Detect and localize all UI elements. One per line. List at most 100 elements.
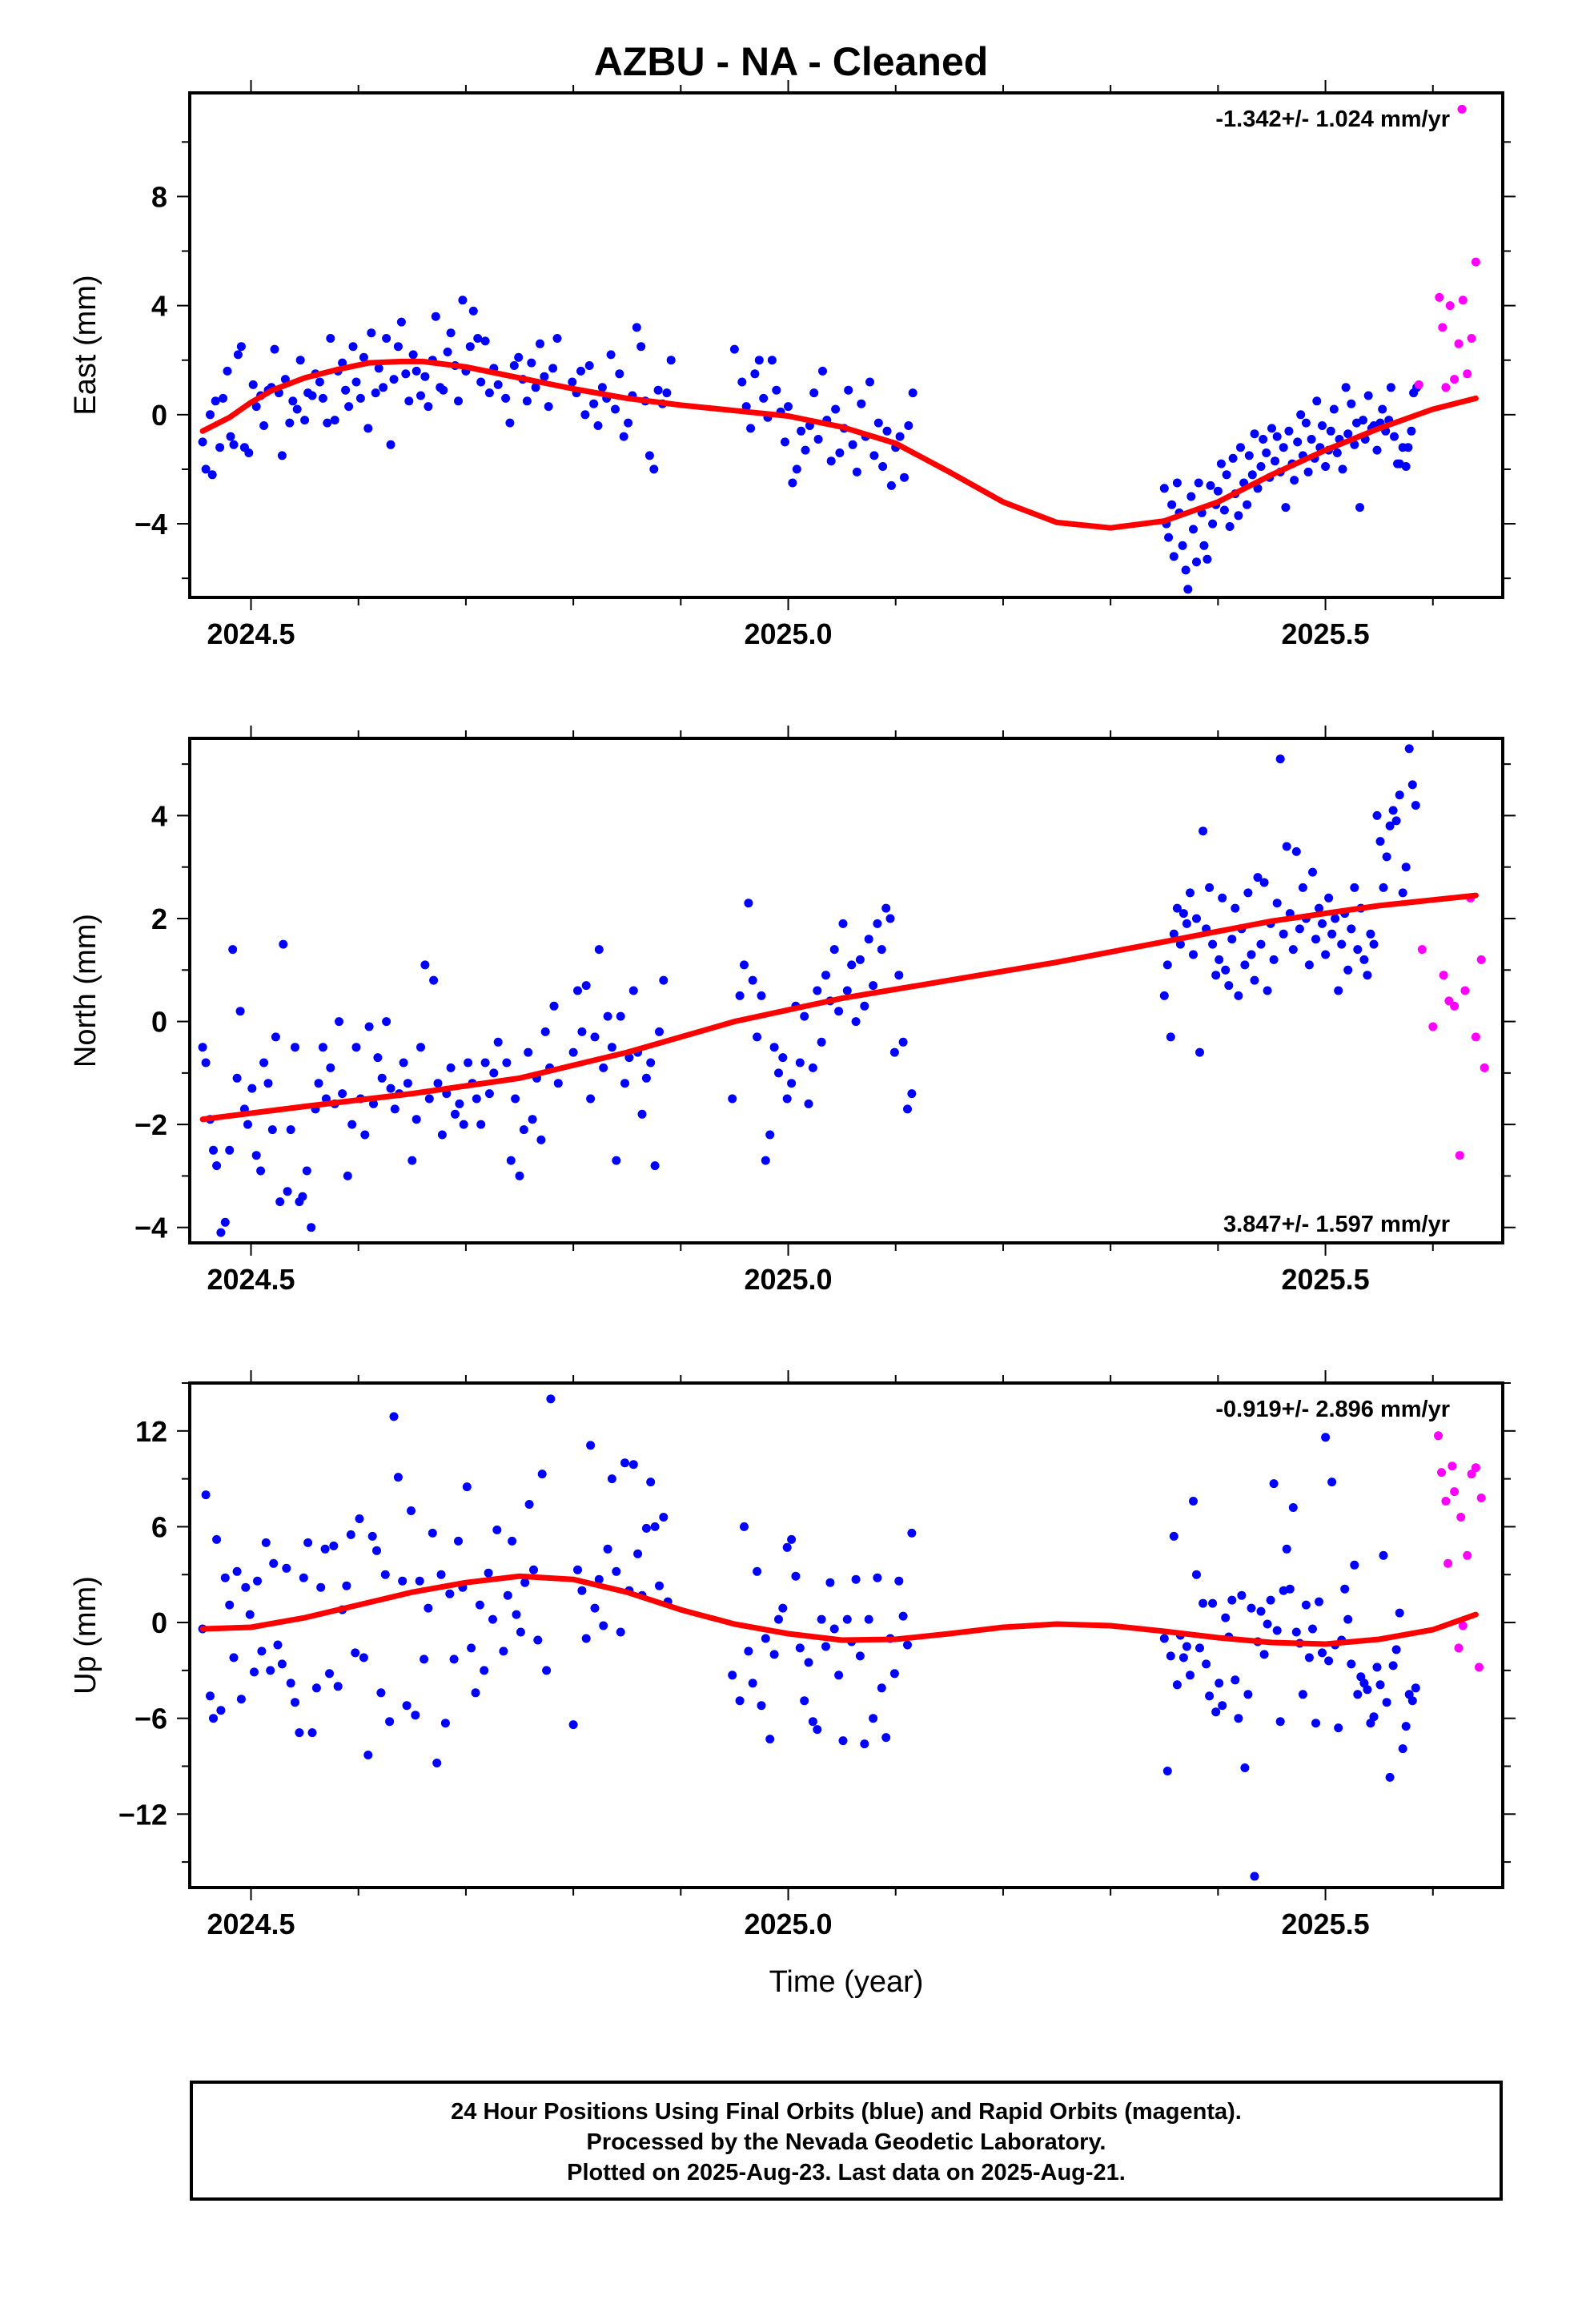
up-final-point [282,1563,291,1573]
up-final-point [607,1474,616,1484]
east-final-point [348,342,358,352]
up-final-point [372,1546,381,1555]
up-rapid-point [1458,1621,1468,1630]
up-final-point [1172,1680,1182,1690]
north-rapid-point [1455,1151,1464,1160]
north-final-point [553,1079,563,1088]
up-final-point [325,1669,334,1679]
up-final-point [1205,1691,1215,1701]
north-final-point [515,1171,524,1180]
up-final-point [907,1528,917,1538]
north-final-point [1256,939,1266,949]
east-final-point [443,348,452,356]
east-final-point [1363,391,1373,400]
north-final-point [1215,955,1224,964]
up-final-point [1221,1613,1231,1622]
north-final-point [251,1151,261,1160]
north-final-point [616,1011,625,1021]
up-rapid-point [1454,1643,1464,1653]
north-final-point [524,1047,533,1057]
east-final-point [1359,416,1367,425]
footer-line-plot-date: Plotted on 2025-Aug-23. Last data on 202… [567,2160,1126,2185]
north-final-point [1205,883,1215,892]
up-final-point [748,1679,757,1688]
up-final-point [216,1706,226,1715]
up-final-point [774,1614,783,1624]
up-final-point [1282,1544,1291,1554]
east-final-point [831,404,841,414]
east-final-point [848,440,857,449]
east-final-point [1225,522,1235,531]
north-final-point [603,1011,612,1021]
east-final-point [1259,435,1268,444]
north-final-point [1401,862,1411,872]
north-final-point [382,1017,391,1027]
up-final-point [740,1522,749,1531]
north-final-point [279,939,288,949]
up-final-point [834,1671,844,1680]
east-final-point [619,432,628,441]
east-final-point [882,426,892,436]
east-final-point [386,440,396,449]
east-final-point [468,306,478,316]
east-final-point [351,377,361,387]
up-final-point [1211,1707,1221,1717]
up-plot-area [198,1394,1486,1881]
north-final-point [1388,806,1398,815]
up-final-point [1166,1651,1175,1661]
north-final-point [757,991,766,1000]
east-final-point [772,385,781,395]
up-final-point [1218,1701,1227,1711]
up-final-point [590,1603,600,1613]
east-final-point [1192,557,1201,567]
north-rapid-point [1450,1001,1460,1011]
east-final-point [1186,492,1196,501]
north-final-point [536,1135,546,1144]
north-final-point [286,1125,295,1135]
north-final-point [326,1063,335,1072]
footer-legend-box: 24 Hour Positions Using Final Orbits (bl… [190,2081,1503,2201]
east-final-point [1164,533,1174,542]
east-final-point [1183,585,1193,594]
north-final-point [894,971,904,980]
north-final-point [829,945,839,955]
north-final-point [1186,888,1195,898]
north-final-point [1318,919,1327,928]
north-final-point [343,1171,352,1180]
east-final-point [1350,440,1359,449]
north-rate-label: 3.847+/- 1.597 mm/yr [1223,1212,1450,1237]
up-final-point [1343,1614,1353,1624]
north-final-point [1275,754,1285,764]
north-final-point [472,1094,481,1104]
east-final-point [1181,565,1191,575]
up-final-point [1256,1606,1266,1616]
up-final-point [581,1634,591,1643]
north-final-point [641,1073,651,1083]
up-final-point [1162,1767,1172,1775]
north-final-point [594,945,604,955]
north-final-point [1162,960,1172,970]
up-final-point [628,1460,638,1470]
north-final-point [1311,935,1320,944]
up-rapid-point [1443,1558,1453,1568]
east-final-point [330,416,339,425]
east-rapid-point [1445,301,1455,311]
up-final-point [860,1739,869,1749]
up-final-point [209,1714,218,1723]
north-final-point [247,1084,257,1093]
east-fit-curve [199,358,1479,531]
up-final-point [735,1696,745,1706]
north-final-point [338,1089,347,1099]
north-final-point [599,1063,608,1072]
up-final-point [355,1514,364,1523]
east-final-point [233,350,243,360]
north-final-point [787,1079,797,1088]
up-final-point [1186,1671,1195,1680]
east-final-point [1290,476,1299,485]
east-final-point [801,445,810,455]
figure-title: AZBU - NA - Cleaned [593,39,989,84]
north-final-point [263,1079,273,1088]
east-final-point [389,375,399,384]
footer-line-orbits: 24 Hour Positions Using Final Orbits (bl… [451,2099,1242,2125]
up-final-point [1398,1744,1407,1754]
